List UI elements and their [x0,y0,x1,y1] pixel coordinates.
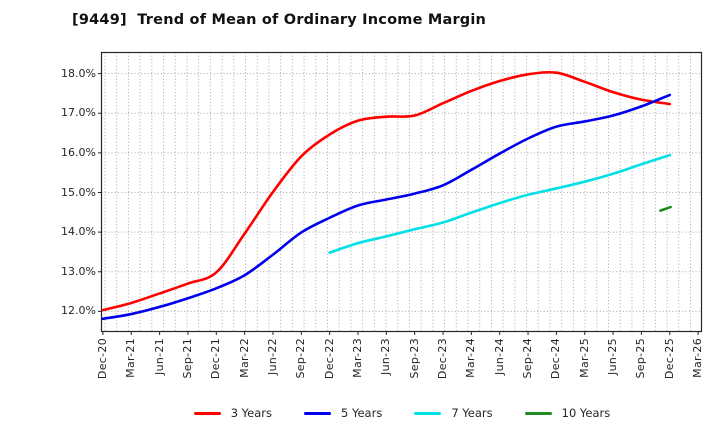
x-tick-label: Mar-25 [577,337,591,378]
legend: 3 Years 5 Years 7 Years 10 Years [102,402,702,424]
legend-label-3-years: 3 Years [230,406,273,420]
x-tick-label: Jun-25 [606,337,620,375]
legend-item-5-years: 5 Years [304,406,382,420]
legend-label-5-years: 5 Years [341,406,383,420]
x-tick-label: Jun-24 [492,337,506,375]
x-tick-label: Dec-23 [436,337,450,379]
legend-item-7-years: 7 Years [414,406,493,420]
legend-item-3-years: 3 Years [193,406,273,420]
x-tick-label: Dec-22 [322,337,336,379]
x-tick-label: Sep-21 [180,337,194,379]
x-tick-label: Sep-25 [634,337,648,379]
x-tick-label: Mar-21 [124,337,138,378]
y-tick-label: 17.0% [61,106,96,120]
x-tick-label: Sep-23 [407,337,421,379]
x-tick-label: Sep-24 [521,337,535,379]
y-tick-label: 14.0% [61,225,96,239]
x-tick-label: Dec-20 [95,337,109,379]
x-tick-label: Jun-23 [379,337,393,375]
x-tick-label: Dec-25 [662,337,676,379]
x-tick-label: Jun-21 [152,337,166,375]
x-tick-label: Dec-21 [209,337,223,379]
x-tick-label: Mar-22 [237,337,251,378]
legend-swatch-7-years [414,411,442,415]
x-tick-label: Mar-26 [691,337,705,378]
y-tick-label: 12.0% [61,304,96,318]
y-tick-label: 16.0% [61,145,96,159]
legend-swatch-10-years [524,411,552,415]
x-tick-label: Mar-23 [350,337,364,378]
x-tick-label: Sep-22 [294,337,308,379]
legend-label-10-years: 10 Years [561,406,611,420]
legend-swatch-3-years [193,411,221,415]
y-tick-label: 15.0% [61,185,96,199]
legend-label-7-years: 7 Years [451,406,493,420]
x-tick-label: Jun-22 [265,337,279,375]
legend-swatch-5-years [304,411,332,415]
x-tick-label: Dec-24 [549,337,563,379]
legend-item-10-years: 10 Years [524,406,611,420]
y-tick-label: 18.0% [61,66,96,80]
x-tick-label: Mar-24 [464,337,478,378]
y-tick-label: 13.0% [61,264,96,278]
